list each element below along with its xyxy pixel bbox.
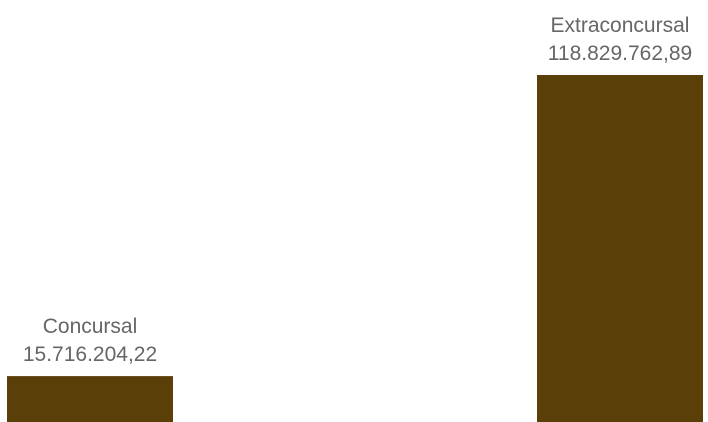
bar-value-label: 15.716.204,22 [23,343,157,366]
bar-category-label: Extraconcursal [551,14,690,37]
bar-category-label: Concursal [43,315,138,338]
bar-concursal [7,376,173,422]
bar-extraconcursal [537,75,703,422]
bar-value-label: 118.829.762,89 [548,42,692,65]
